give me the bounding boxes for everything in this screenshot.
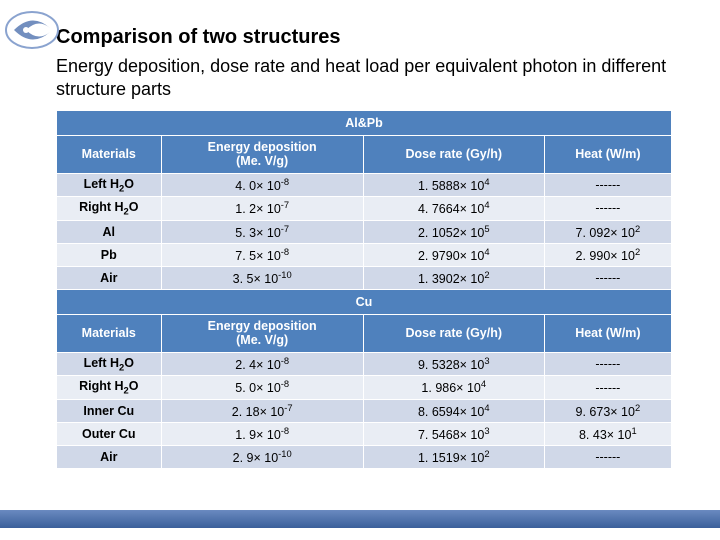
- column-header: Materials: [57, 315, 162, 353]
- value-cell: ------: [544, 266, 671, 289]
- value-cell: 7. 5× 10-8: [161, 243, 363, 266]
- value-cell: 1. 9× 10-8: [161, 422, 363, 445]
- value-cell: 8. 43× 101: [544, 422, 671, 445]
- table-row: Right H2O1. 2× 10-74. 7664× 104------: [57, 197, 672, 221]
- value-cell: ------: [544, 197, 671, 221]
- column-header: Materials: [57, 135, 162, 173]
- value-cell: ------: [544, 446, 671, 469]
- value-cell: 2. 18× 10-7: [161, 399, 363, 422]
- value-cell: 2. 4× 10-8: [161, 352, 363, 376]
- material-cell: Left H2O: [57, 173, 162, 197]
- value-cell: 1. 3902× 102: [363, 266, 544, 289]
- value-cell: ------: [544, 173, 671, 197]
- section-label: Cu: [57, 290, 672, 315]
- slide-title: Comparison of two structures: [56, 26, 672, 49]
- column-header: Heat (W/m): [544, 315, 671, 353]
- table-row: Air3. 5× 10-101. 3902× 102------: [57, 266, 672, 289]
- table-row: Al5. 3× 10-72. 1052× 1057. 092× 102: [57, 220, 672, 243]
- value-cell: 2. 990× 102: [544, 243, 671, 266]
- value-cell: 5. 0× 10-8: [161, 376, 363, 400]
- value-cell: 4. 7664× 104: [363, 197, 544, 221]
- material-cell: Outer Cu: [57, 422, 162, 445]
- material-cell: Air: [57, 266, 162, 289]
- material-cell: Left H2O: [57, 352, 162, 376]
- value-cell: 1. 2× 10-7: [161, 197, 363, 221]
- section-label: Al&Pb: [57, 110, 672, 135]
- column-header: Dose rate (Gy/h): [363, 315, 544, 353]
- table-row: Right H2O5. 0× 10-81. 986× 104------: [57, 376, 672, 400]
- swirl-logo-icon: [4, 8, 64, 52]
- material-cell: Al: [57, 220, 162, 243]
- table-row: Left H2O2. 4× 10-89. 5328× 103------: [57, 352, 672, 376]
- footer-bar: [0, 510, 720, 528]
- comparison-table: Al&PbMaterialsEnergy deposition(Me. V/g)…: [56, 110, 672, 469]
- table-row: Left H2O4. 0× 10-81. 5888× 104------: [57, 173, 672, 197]
- column-header: Energy deposition(Me. V/g): [161, 315, 363, 353]
- column-header: Heat (W/m): [544, 135, 671, 173]
- value-cell: 1. 986× 104: [363, 376, 544, 400]
- value-cell: 1. 1519× 102: [363, 446, 544, 469]
- table-row: Air2. 9× 10-101. 1519× 102------: [57, 446, 672, 469]
- material-cell: Right H2O: [57, 197, 162, 221]
- material-cell: Air: [57, 446, 162, 469]
- value-cell: 7. 092× 102: [544, 220, 671, 243]
- value-cell: 3. 5× 10-10: [161, 266, 363, 289]
- value-cell: 9. 5328× 103: [363, 352, 544, 376]
- value-cell: 7. 5468× 103: [363, 422, 544, 445]
- material-cell: Pb: [57, 243, 162, 266]
- table-row: Outer Cu1. 9× 10-87. 5468× 1038. 43× 101: [57, 422, 672, 445]
- column-header: Energy deposition(Me. V/g): [161, 135, 363, 173]
- table-row: Pb7. 5× 10-82. 9790× 1042. 990× 102: [57, 243, 672, 266]
- value-cell: ------: [544, 376, 671, 400]
- material-cell: Inner Cu: [57, 399, 162, 422]
- value-cell: 2. 9× 10-10: [161, 446, 363, 469]
- value-cell: 2. 9790× 104: [363, 243, 544, 266]
- value-cell: 1. 5888× 104: [363, 173, 544, 197]
- value-cell: 4. 0× 10-8: [161, 173, 363, 197]
- value-cell: 5. 3× 10-7: [161, 220, 363, 243]
- value-cell: 8. 6594× 104: [363, 399, 544, 422]
- value-cell: ------: [544, 352, 671, 376]
- slide-subtitle: Energy deposition, dose rate and heat lo…: [56, 55, 672, 102]
- table-row: Inner Cu2. 18× 10-78. 6594× 1049. 673× 1…: [57, 399, 672, 422]
- value-cell: 9. 673× 102: [544, 399, 671, 422]
- material-cell: Right H2O: [57, 376, 162, 400]
- column-header: Dose rate (Gy/h): [363, 135, 544, 173]
- value-cell: 2. 1052× 105: [363, 220, 544, 243]
